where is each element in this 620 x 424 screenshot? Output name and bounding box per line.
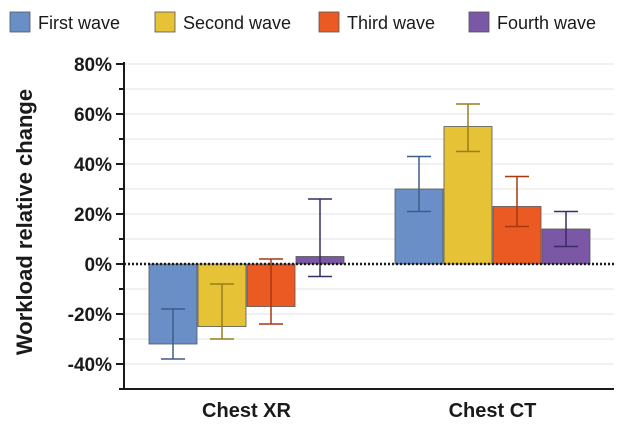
legend-label: Third wave [347, 13, 435, 33]
y-tick-label: -40% [68, 355, 112, 376]
y-tick-label: -20% [68, 305, 112, 326]
y-tick-label: 60% [74, 105, 112, 126]
bars [148, 126, 591, 345]
legend-label: First wave [38, 13, 120, 33]
x-category-label: Chest XR [202, 400, 291, 422]
gridlines [124, 63, 614, 390]
legend-label: Fourth wave [497, 13, 596, 33]
legend-swatch [468, 11, 490, 33]
legend-swatch [9, 11, 31, 33]
y-tick-label: 20% [74, 205, 112, 226]
legend-label: Second wave [183, 13, 291, 33]
legend-swatch [318, 11, 340, 33]
y-tick-label: 40% [74, 155, 112, 176]
y-tick-label: 80% [74, 55, 112, 76]
x-category-label: Chest CT [449, 400, 537, 422]
y-tick-label: 0% [85, 255, 113, 276]
axes [123, 62, 614, 390]
x-axis-labels: Chest XR Chest CT [202, 400, 536, 422]
y-axis-title: Workload relative change [12, 89, 37, 355]
legend: First wave Second wave Third wave Fourth wa… [9, 11, 596, 33]
legend-swatch [154, 11, 176, 33]
y-axis-ticks: 80% 60% 40% 20% 0% -20% -40% [68, 55, 124, 390]
